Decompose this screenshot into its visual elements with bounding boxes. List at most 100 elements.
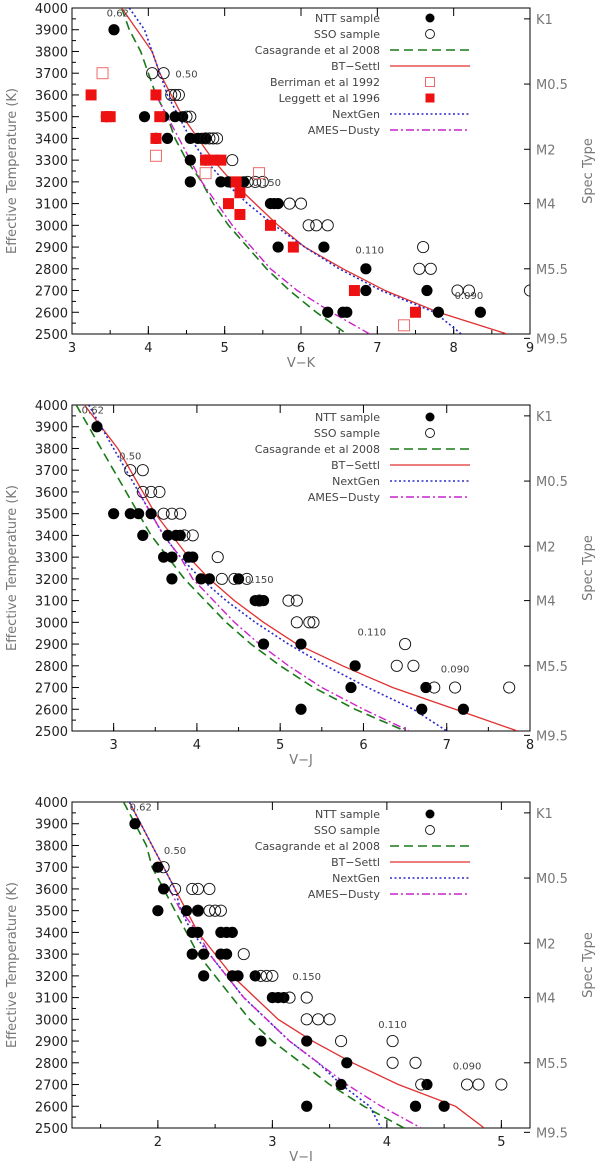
leggett-point bbox=[410, 306, 421, 318]
x-tick-label: 5 bbox=[221, 341, 229, 356]
y-tick-label: 3300 bbox=[35, 154, 68, 169]
ntt-point bbox=[198, 948, 210, 960]
ntt-point bbox=[158, 551, 170, 563]
sso-point bbox=[241, 175, 254, 188]
sso-point bbox=[228, 572, 241, 585]
ntt-point bbox=[432, 306, 444, 318]
ntt-point bbox=[438, 1100, 450, 1112]
x-tick-label: 3 bbox=[109, 738, 117, 753]
x-axis-label: V−I bbox=[289, 1150, 313, 1165]
spec-tick-label: M2 bbox=[536, 143, 556, 158]
ntt-point bbox=[166, 573, 178, 585]
sso-point bbox=[282, 594, 295, 607]
ntt-point bbox=[232, 573, 245, 585]
sso-point bbox=[307, 616, 320, 629]
sso-point bbox=[503, 681, 516, 694]
ntt-point bbox=[91, 421, 103, 433]
sso-point bbox=[260, 969, 273, 982]
y-tick-label: 3500 bbox=[35, 905, 68, 920]
ntt-point bbox=[341, 306, 353, 318]
sso-point bbox=[253, 594, 266, 607]
y-tick-label: 3600 bbox=[35, 89, 68, 104]
y-tick-label: 3200 bbox=[35, 176, 68, 191]
model-line-bt-settl bbox=[121, 8, 508, 334]
x-tick-label: 4 bbox=[193, 738, 201, 753]
y-axis-label: Effective Temperature (K) bbox=[5, 882, 20, 1048]
sso-point bbox=[294, 197, 308, 210]
spec-tick-label: K1 bbox=[536, 410, 553, 425]
spec-tick-label: K1 bbox=[536, 807, 553, 822]
x-tick-label: 3 bbox=[68, 341, 76, 356]
ntt-point bbox=[195, 573, 207, 585]
spec-tick-label: M0.5 bbox=[536, 78, 568, 93]
mass-label: 0.090 bbox=[441, 664, 470, 675]
berriman-point bbox=[398, 319, 411, 332]
y-tick-label: 2900 bbox=[35, 1035, 68, 1050]
sso-point bbox=[186, 882, 199, 895]
spec-tick-label: M9.5 bbox=[536, 332, 568, 347]
mass-label: 0.62 bbox=[82, 406, 104, 417]
legend-swatch-sso bbox=[425, 29, 435, 39]
y-tick-label: 2500 bbox=[35, 725, 68, 740]
y-tick-label: 3200 bbox=[35, 970, 68, 985]
model-line-nextgen bbox=[88, 405, 448, 731]
legend-label: Berriman et al 1992 bbox=[270, 76, 380, 89]
ntt-point bbox=[145, 508, 157, 520]
y-tick-label: 3200 bbox=[35, 573, 68, 588]
sso-point bbox=[495, 1078, 508, 1091]
ntt-point bbox=[174, 529, 186, 542]
ntt-point bbox=[192, 926, 204, 939]
mass-label: 0.090 bbox=[453, 1061, 482, 1072]
ntt-point bbox=[152, 905, 164, 917]
y-tick-label: 3000 bbox=[35, 616, 68, 631]
chart-panel-3: 2500260027002800290030003100320033003400… bbox=[5, 796, 596, 1165]
y-tick-label: 3100 bbox=[35, 198, 68, 213]
ntt-point bbox=[301, 1100, 313, 1112]
berriman-point bbox=[96, 67, 109, 80]
leggett-point bbox=[85, 89, 97, 101]
ntt-point bbox=[421, 284, 433, 297]
model-line-ames-dusty bbox=[168, 888, 422, 1128]
sso-point bbox=[523, 284, 530, 297]
ntt-point bbox=[184, 154, 196, 166]
sso-point bbox=[256, 175, 269, 188]
spec-tick-label: M4 bbox=[536, 992, 556, 1007]
spec-tick-label: K1 bbox=[536, 13, 553, 28]
spec-axis-label: Spec Type bbox=[581, 138, 596, 204]
y-tick-label: 2700 bbox=[35, 1079, 68, 1094]
spec-tick-label: M5.5 bbox=[536, 660, 568, 675]
y-tick-label: 3800 bbox=[35, 45, 68, 60]
sso-point bbox=[186, 529, 199, 542]
leggett-point bbox=[207, 154, 219, 166]
legend-swatch-leggett bbox=[425, 93, 435, 103]
ntt-point bbox=[187, 551, 199, 563]
sso-point bbox=[407, 659, 420, 672]
y-tick-label: 3000 bbox=[35, 219, 68, 234]
sso-point bbox=[290, 594, 303, 607]
sso-point bbox=[460, 1078, 474, 1091]
ntt-point bbox=[345, 681, 357, 694]
sso-point bbox=[321, 219, 334, 232]
y-tick-label: 3700 bbox=[35, 861, 68, 876]
legend-label: NextGen bbox=[332, 475, 380, 488]
x-tick-label: 7 bbox=[373, 341, 381, 356]
ntt-point bbox=[295, 638, 307, 650]
sso-point bbox=[178, 529, 191, 542]
sso-point bbox=[203, 132, 216, 145]
leggett-point bbox=[230, 176, 242, 188]
sso-point bbox=[390, 659, 403, 672]
y-tick-label: 2900 bbox=[35, 241, 68, 256]
ntt-point bbox=[203, 573, 215, 585]
ntt-point bbox=[180, 905, 193, 917]
spec-tick-label: M4 bbox=[536, 198, 556, 213]
model-line-casagrande-et-al- bbox=[122, 802, 405, 1128]
y-tick-label: 2700 bbox=[35, 682, 68, 697]
leggett-point bbox=[150, 132, 162, 144]
spec-axis-label: Spec Type bbox=[581, 932, 596, 998]
y-tick-label: 3300 bbox=[35, 551, 68, 566]
ntt-point bbox=[255, 1035, 267, 1047]
ntt-point bbox=[301, 1035, 313, 1047]
sso-point bbox=[249, 175, 262, 188]
ntt-point bbox=[272, 198, 284, 210]
